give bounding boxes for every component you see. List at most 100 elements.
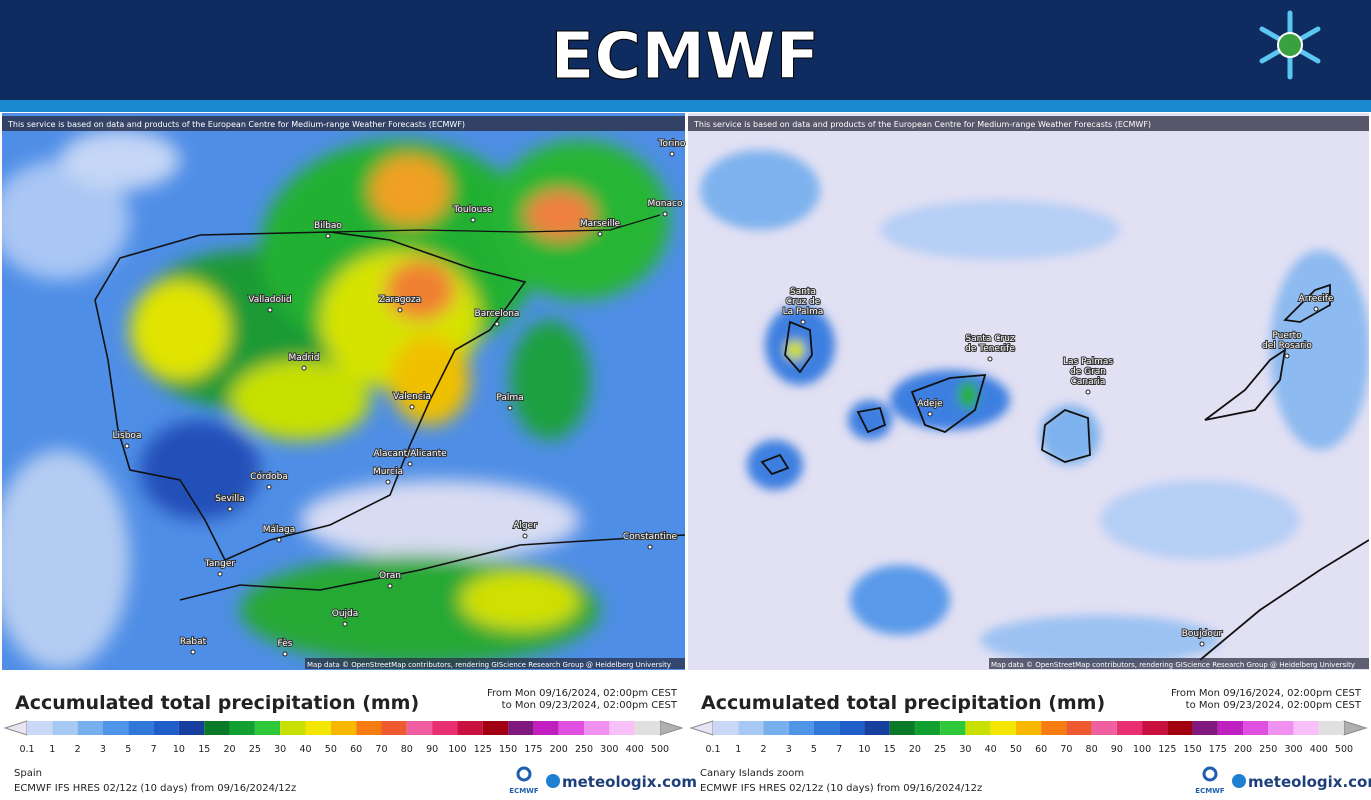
scale-swatch <box>634 721 660 735</box>
scale-label: 175 <box>1209 744 1227 755</box>
city-label: Santa <box>790 287 816 297</box>
city-dot <box>522 533 528 539</box>
city-dot <box>227 506 233 512</box>
scale-label: 500 <box>651 744 669 755</box>
scale-label: 100 <box>1133 744 1151 755</box>
city-label: Constantine <box>623 532 678 542</box>
scale-label: 2 <box>75 744 81 755</box>
map-canary <box>688 113 1369 670</box>
scale-swatch <box>432 721 458 735</box>
city-dot <box>409 404 415 410</box>
attribution-bar <box>305 658 685 669</box>
scale-swatch <box>482 721 509 735</box>
scale-label: 5 <box>125 744 131 755</box>
scale-label: 1 <box>49 744 55 755</box>
scale-swatch <box>204 721 230 735</box>
notice-bar <box>2 116 685 131</box>
scale-swatch <box>1268 721 1294 735</box>
brand: meteologix.com <box>562 773 697 791</box>
scale-end <box>689 720 714 736</box>
city-label: Lisboa <box>113 431 142 441</box>
city-dot <box>124 443 130 449</box>
city-dot <box>407 461 413 467</box>
scale-swatch <box>1318 721 1344 735</box>
city-label: Fès <box>278 638 293 649</box>
scale-swatch <box>381 721 407 735</box>
scale-label: 15 <box>884 744 896 755</box>
city-label: Córdoba <box>250 471 288 482</box>
region: Spain <box>14 768 42 779</box>
scale-swatch <box>1015 721 1042 735</box>
scale-swatch <box>178 721 205 735</box>
scale-label: 100 <box>448 744 466 755</box>
scale-label: 175 <box>524 744 542 755</box>
scale-swatch <box>1116 721 1143 735</box>
city-dot <box>217 571 223 577</box>
city-dot <box>597 231 603 237</box>
city-label: La Palma <box>783 307 824 317</box>
scale-swatch <box>965 721 991 735</box>
attribution: Map data © OpenStreetMap contributors, r… <box>991 661 1355 669</box>
city-label: Alacant/Alicante <box>373 449 447 459</box>
scale-label: 15 <box>198 744 210 755</box>
city-label: Tanger <box>204 559 235 569</box>
city-label: Valencia <box>393 392 431 402</box>
scale-label: 500 <box>1335 744 1353 755</box>
scale-label: 150 <box>1183 744 1201 755</box>
scale-label: 90 <box>426 744 438 755</box>
scale-swatch <box>558 721 585 735</box>
scale-swatch <box>280 721 306 735</box>
city-dot <box>385 479 391 485</box>
scale-label: 0.1 <box>19 744 34 755</box>
scale-label: 25 <box>249 744 261 755</box>
city-label: Rabat <box>180 637 207 647</box>
period: From Mon 09/16/2024, 02:00pm CEST <box>487 688 678 699</box>
scale-swatch <box>713 721 739 735</box>
city-dot <box>397 307 403 313</box>
brand-mark <box>1232 774 1246 788</box>
city-label: Arrecife <box>1299 294 1334 304</box>
scale-swatch <box>128 721 154 735</box>
city-label: Valladolid <box>248 295 291 305</box>
scale-swatch <box>940 721 966 735</box>
scale-label: 25 <box>934 744 946 755</box>
scale-label: 60 <box>350 744 362 755</box>
scale-swatch <box>1091 721 1117 735</box>
scale-swatch <box>305 721 331 735</box>
city-label: de Gran <box>1070 367 1106 377</box>
scale-label: 70 <box>375 744 387 755</box>
city-label: Marseille <box>580 219 621 229</box>
scale-swatch <box>27 721 53 735</box>
city-label: Adeje <box>917 399 943 409</box>
model-info: ECMWF IFS HRES 02/12z (10 days) from 09/… <box>700 783 982 794</box>
city-dot <box>494 321 500 327</box>
scale-label: 30 <box>959 744 971 755</box>
scale-swatch <box>1041 721 1067 735</box>
scale-swatch <box>1167 721 1193 735</box>
scale-label: 125 <box>474 744 492 755</box>
scale-label: 150 <box>499 744 517 755</box>
scale-swatch <box>609 721 635 735</box>
scale-label: 7 <box>836 744 842 755</box>
scale-swatch <box>763 721 789 735</box>
scale-label: 5 <box>811 744 817 755</box>
scale-label: 0.1 <box>705 744 720 755</box>
scale-swatch <box>77 721 103 735</box>
city-label: Las Palmas <box>1063 357 1113 367</box>
city-label: Barcelona <box>475 309 520 319</box>
scale-label: 250 <box>1259 744 1277 755</box>
legend-title: Accumulated total precipitation (mm) <box>701 692 1105 714</box>
scale-swatch <box>813 721 840 735</box>
city-label: Monaco <box>648 199 683 209</box>
region: Canary Islands zoom <box>700 768 804 779</box>
scale-swatch <box>533 721 559 735</box>
city-label: Oran <box>379 571 401 581</box>
city-dot <box>927 411 933 417</box>
scale-swatch <box>1217 721 1244 735</box>
logo: ECMWF <box>1195 787 1225 795</box>
city-dot <box>342 621 348 627</box>
notice: This service is based on data and produc… <box>7 120 465 129</box>
brand-mark <box>546 774 560 788</box>
city-dot <box>1284 353 1290 359</box>
